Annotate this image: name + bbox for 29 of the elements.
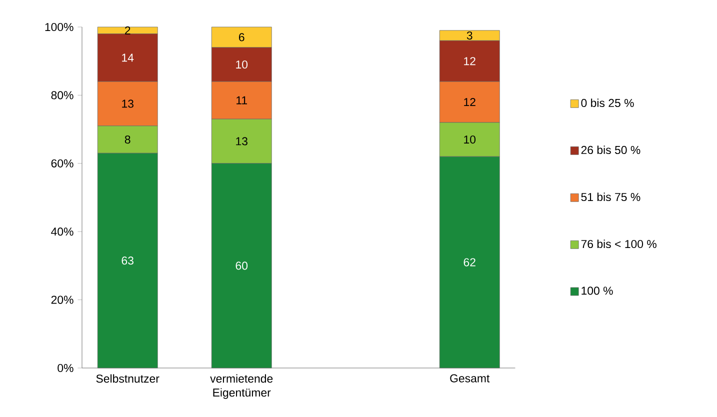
y-tick-label: 60% (51, 159, 74, 168)
legend-label: 76 bis < 100 % (581, 240, 656, 248)
legend-label: 26 bis 50 % (581, 146, 640, 154)
data-label: 63 (122, 256, 134, 265)
y-tick-label: 100% (45, 22, 74, 32)
y-tick-label: 20% (51, 296, 74, 304)
data-label: 11 (236, 96, 247, 104)
data-label: 6 (238, 33, 244, 42)
data-label: 10 (464, 135, 476, 144)
y-tick-label: 40% (51, 228, 74, 236)
data-label: 12 (464, 57, 476, 66)
data-label: 13 (122, 100, 134, 108)
x-tick-label: Gesamt (450, 374, 490, 382)
y-tick-label: 0% (58, 364, 74, 372)
data-label: 13 (236, 137, 248, 146)
legend-label: 100 % (582, 286, 613, 295)
legend-label: 51 bis 75 % (581, 192, 640, 202)
legend-label: 0 bis 25 % (581, 98, 634, 108)
x-tick-label: Selbstnutzer (96, 374, 160, 383)
data-label: 12 (464, 98, 476, 106)
data-label: 60 (236, 262, 248, 270)
data-label: 8 (124, 135, 130, 144)
data-label: 10 (236, 60, 248, 69)
data-label: 62 (464, 258, 476, 266)
data-label: 3 (466, 31, 472, 40)
y-tick-label: 80% (51, 91, 74, 100)
data-label: 14 (122, 54, 134, 62)
data-label: 2 (124, 26, 130, 34)
x-tick-label: vermietende Eigentümer (210, 374, 273, 399)
